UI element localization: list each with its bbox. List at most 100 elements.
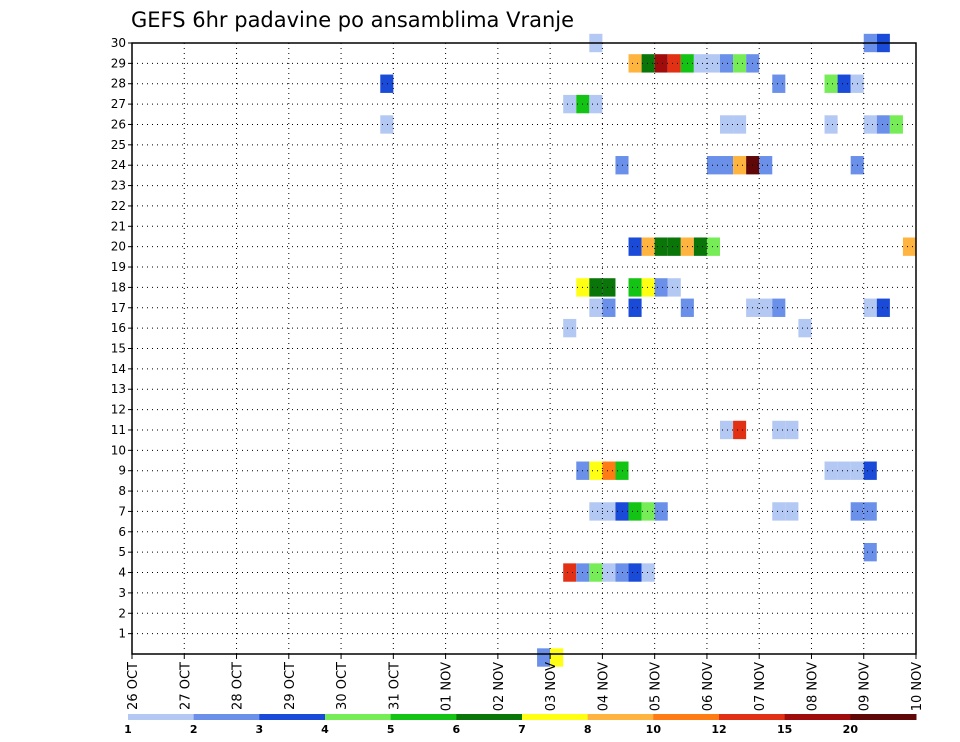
heatmap-cell (589, 563, 603, 582)
x-tick-label: 01 NOV (440, 662, 455, 711)
colorbar-segment (587, 714, 654, 720)
heatmap-cell (602, 502, 616, 521)
colorbar-label: 7 (518, 723, 526, 736)
heatmap-cell (563, 94, 577, 114)
colorbar: 1 2 3 4 5 6 7 8 10 12 15 20 (124, 714, 917, 736)
y-tick-label: 30 (111, 36, 126, 50)
heatmap-cell (641, 563, 655, 582)
heatmap-cell (537, 648, 551, 667)
colorbar-label: 3 (256, 723, 264, 736)
heatmap-cell (837, 461, 851, 480)
heatmap-cell (602, 298, 616, 317)
y-axis: 1234567891011121314151617181920212223242… (111, 36, 132, 641)
heatmap-cell (863, 502, 877, 521)
y-tick-label: 16 (111, 321, 126, 335)
heatmap-cell (772, 298, 786, 317)
colorbar-segment (456, 714, 523, 720)
heatmap-cell (641, 237, 655, 256)
heatmap-cell (824, 461, 838, 480)
x-tick-label: 29 OCT (283, 662, 298, 710)
heatmap-cell (759, 156, 773, 175)
y-tick-label: 13 (111, 382, 126, 396)
heatmap-cell (693, 237, 707, 256)
x-tick-label: 09 NOV (858, 662, 873, 711)
colorbar-label: 12 (711, 723, 726, 736)
y-tick-label: 12 (111, 403, 126, 417)
x-tick-label: 08 NOV (806, 662, 821, 711)
colorbar-label: 2 (190, 723, 198, 736)
heatmap-cell (641, 278, 655, 297)
colorbar-label: 15 (777, 723, 792, 736)
colorbar-segment (193, 714, 260, 720)
y-tick-label: 8 (118, 484, 126, 498)
heatmap-cell (589, 278, 603, 297)
heatmap-cell (902, 237, 916, 256)
x-tick-label: 04 NOV (596, 662, 611, 711)
x-tick-label: 05 NOV (649, 662, 664, 711)
heatmap-cell (641, 54, 655, 73)
colorbar-segment (522, 714, 589, 720)
heatmap-cell (628, 278, 642, 297)
y-tick-label: 11 (111, 423, 126, 437)
colorbar-segment (653, 714, 720, 720)
grid-lines (132, 42, 916, 654)
x-tick-label: 27 OCT (178, 662, 193, 710)
y-tick-label: 28 (111, 77, 126, 91)
y-tick-label: 24 (111, 158, 126, 172)
heatmap-cell (863, 542, 877, 562)
x-tick-label: 10 NOV (910, 662, 925, 711)
heatmap-cell (667, 278, 681, 297)
x-tick-label: 28 OCT (231, 662, 246, 710)
colorbar-segment (784, 714, 851, 720)
y-tick-label: 27 (111, 97, 126, 111)
heatmap-cell (876, 115, 890, 134)
chart-title: GEFS 6hr padavine po ansamblima Vranje (131, 8, 574, 32)
heatmap-cell (772, 420, 786, 440)
heatmap-cell (654, 278, 668, 297)
x-tick-label: 07 NOV (753, 662, 768, 711)
heatmap-cell (863, 298, 877, 317)
heatmap-cell (759, 298, 773, 317)
y-tick-label: 9 (118, 464, 126, 478)
y-tick-label: 25 (111, 138, 126, 152)
heatmap-cell (563, 318, 577, 338)
heatmap-cell (654, 237, 668, 256)
heatmap-cell (602, 461, 616, 480)
heatmap-cell (628, 502, 642, 521)
x-tick-label: 31 OCT (387, 662, 402, 710)
colorbar-label: 1 (124, 723, 132, 736)
y-tick-label: 2 (118, 606, 126, 620)
heatmap-cell (706, 54, 720, 73)
heatmap-cell (863, 461, 877, 480)
heatmap-cell (628, 298, 642, 317)
y-tick-label: 7 (118, 504, 126, 518)
colorbar-label: 4 (321, 723, 329, 736)
x-tick-label: 26 OCT (126, 662, 141, 710)
y-tick-label: 18 (111, 280, 126, 294)
colorbar-label: 20 (843, 723, 859, 736)
heatmap-cell (667, 237, 681, 256)
y-tick-label: 15 (111, 342, 126, 356)
heatmap-cell (785, 420, 799, 440)
colorbar-label: 8 (584, 723, 592, 736)
y-tick-label: 1 (118, 627, 126, 641)
x-tick-label: 03 NOV (544, 662, 559, 711)
heatmap-cell (733, 156, 747, 175)
heatmap-cell (706, 237, 720, 256)
heatmap-cell (706, 156, 720, 175)
heatmap-cell (876, 298, 890, 317)
heatmap-cell (720, 115, 734, 134)
heatmap-cell (772, 74, 786, 93)
colorbar-segment (259, 714, 326, 720)
heatmap-cell (589, 461, 603, 480)
y-tick-label: 21 (111, 219, 126, 233)
heatmap-cell (733, 420, 747, 440)
y-tick-label: 4 (118, 566, 126, 580)
heatmap-cell (863, 115, 877, 134)
heatmap-cell (693, 54, 707, 73)
heatmap-cell (589, 94, 603, 114)
heatmap-cell (720, 420, 734, 440)
heatmap-cell (628, 54, 642, 73)
heatmap-cell (628, 563, 642, 582)
heatmap-cell (550, 648, 564, 667)
